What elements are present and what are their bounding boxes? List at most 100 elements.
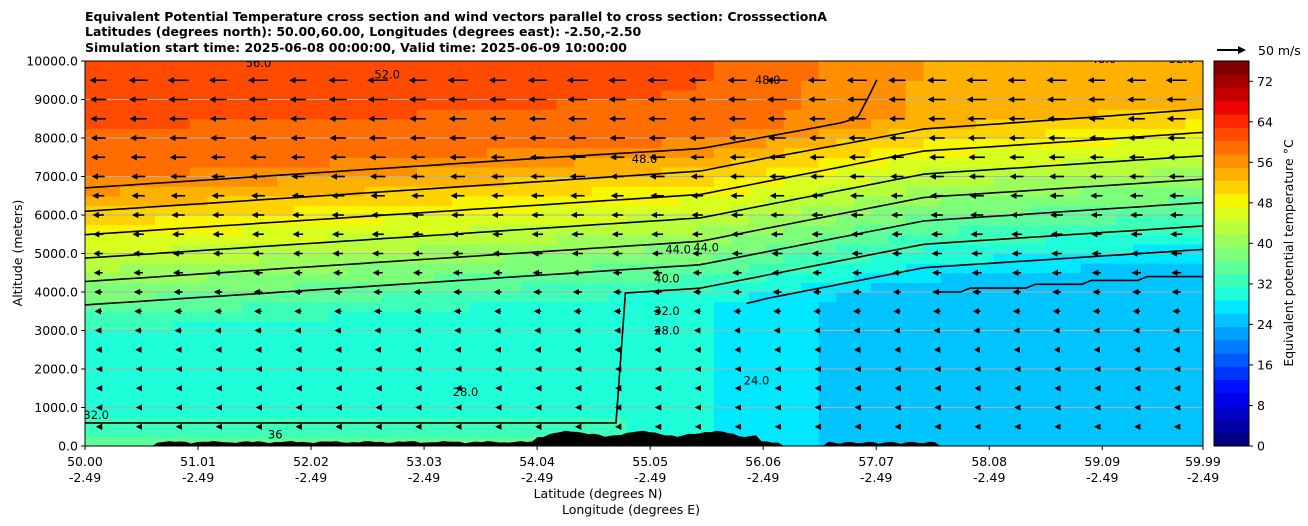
- field-cell: [189, 89, 208, 101]
- field-cell: [801, 417, 820, 428]
- field-cell: [748, 378, 767, 389]
- field-cell: [399, 138, 418, 149]
- field-cell: [1080, 282, 1099, 293]
- field-cell: [172, 426, 191, 437]
- field-cell: [154, 166, 173, 178]
- field-cell: [259, 388, 278, 399]
- field-cell: [189, 61, 208, 72]
- field-cell: [1045, 369, 1064, 380]
- field-cell: [626, 378, 645, 389]
- field-cell: [888, 195, 907, 206]
- field-cell: [1168, 272, 1187, 283]
- field-cell: [1115, 253, 1134, 264]
- field-cell: [277, 70, 296, 81]
- field-cell: [1133, 138, 1152, 149]
- field-cell: [207, 407, 226, 418]
- field-cell: [1010, 80, 1029, 91]
- field-cell: [975, 109, 994, 120]
- field-cell: [154, 436, 173, 446]
- field-cell: [731, 311, 750, 322]
- field-cell: [85, 157, 104, 168]
- field-cell: [801, 301, 820, 312]
- colorbar-segment: [1214, 127, 1249, 142]
- field-cell: [521, 301, 540, 312]
- contour-label: 52.0: [374, 67, 400, 81]
- field-cell: [748, 205, 767, 216]
- field-cell: [329, 263, 348, 274]
- field-cell: [574, 378, 593, 389]
- field-cell: [836, 89, 855, 101]
- field-cell: [242, 407, 261, 418]
- field-cell: [609, 157, 628, 168]
- field-cell: [1063, 292, 1082, 303]
- field-cell: [539, 118, 558, 129]
- field-cell: [1185, 330, 1203, 341]
- field-cell: [224, 272, 243, 283]
- field-cell: [312, 215, 331, 226]
- field-cell: [172, 369, 191, 380]
- field-cell: [731, 349, 750, 360]
- field-cell: [312, 426, 331, 437]
- field-cell: [312, 349, 331, 360]
- field-cell: [871, 407, 890, 418]
- field-cell: [1168, 195, 1187, 206]
- field-cell: [1185, 61, 1203, 72]
- x-tick-label-lon: -2.49: [182, 470, 214, 485]
- field-cell: [224, 292, 243, 303]
- field-cell: [1045, 263, 1064, 274]
- field-cell: [312, 234, 331, 245]
- field-cell: [521, 195, 540, 206]
- field-cell: [871, 157, 890, 168]
- field-cell: [958, 61, 977, 72]
- field-cell: [696, 388, 715, 399]
- field-cell: [1150, 118, 1169, 129]
- field-cell: [521, 311, 540, 322]
- field-cell: [1080, 176, 1099, 187]
- field-cell: [102, 436, 121, 446]
- field-cell: [469, 99, 488, 110]
- field-cell: [1185, 138, 1203, 149]
- colorbar-segment: [1214, 432, 1249, 447]
- field-cell: [1185, 388, 1203, 399]
- field-cell: [591, 128, 610, 139]
- field-cell: [1063, 378, 1082, 389]
- field-cell: [626, 234, 645, 245]
- field-cell: [102, 166, 121, 178]
- field-cell: [626, 388, 645, 399]
- field-cell: [1185, 70, 1203, 81]
- field-cell: [871, 166, 890, 178]
- field-cell: [451, 330, 470, 341]
- field-cell: [1098, 195, 1117, 206]
- field-cell: [347, 89, 366, 101]
- field-cell: [801, 253, 820, 264]
- field-cell: [277, 109, 296, 120]
- field-cell: [556, 282, 575, 293]
- field-cell: [189, 397, 208, 409]
- field-cell: [1045, 397, 1064, 409]
- field-cell: [469, 292, 488, 303]
- field-cell: [906, 99, 925, 110]
- field-cell: [591, 138, 610, 149]
- field-cell: [975, 272, 994, 283]
- field-cell: [207, 234, 226, 245]
- colorbar-segment: [1214, 419, 1249, 434]
- field-cell: [731, 109, 750, 120]
- field-cell: [888, 157, 907, 168]
- field-cell: [486, 330, 505, 341]
- field-cell: [993, 407, 1012, 418]
- field-cell: [836, 118, 855, 129]
- field-cell: [871, 147, 890, 158]
- field-cell: [381, 407, 401, 418]
- field-cell: [451, 378, 470, 389]
- field-cell: [1150, 397, 1169, 409]
- field-cell: [801, 340, 820, 351]
- field-cell: [1185, 407, 1203, 418]
- field-cell: [451, 186, 470, 197]
- field-cell: [1063, 349, 1082, 360]
- field-cell: [975, 359, 994, 370]
- field-cell: [347, 176, 366, 187]
- field-cell: [1028, 388, 1047, 399]
- field-cell: [329, 176, 348, 187]
